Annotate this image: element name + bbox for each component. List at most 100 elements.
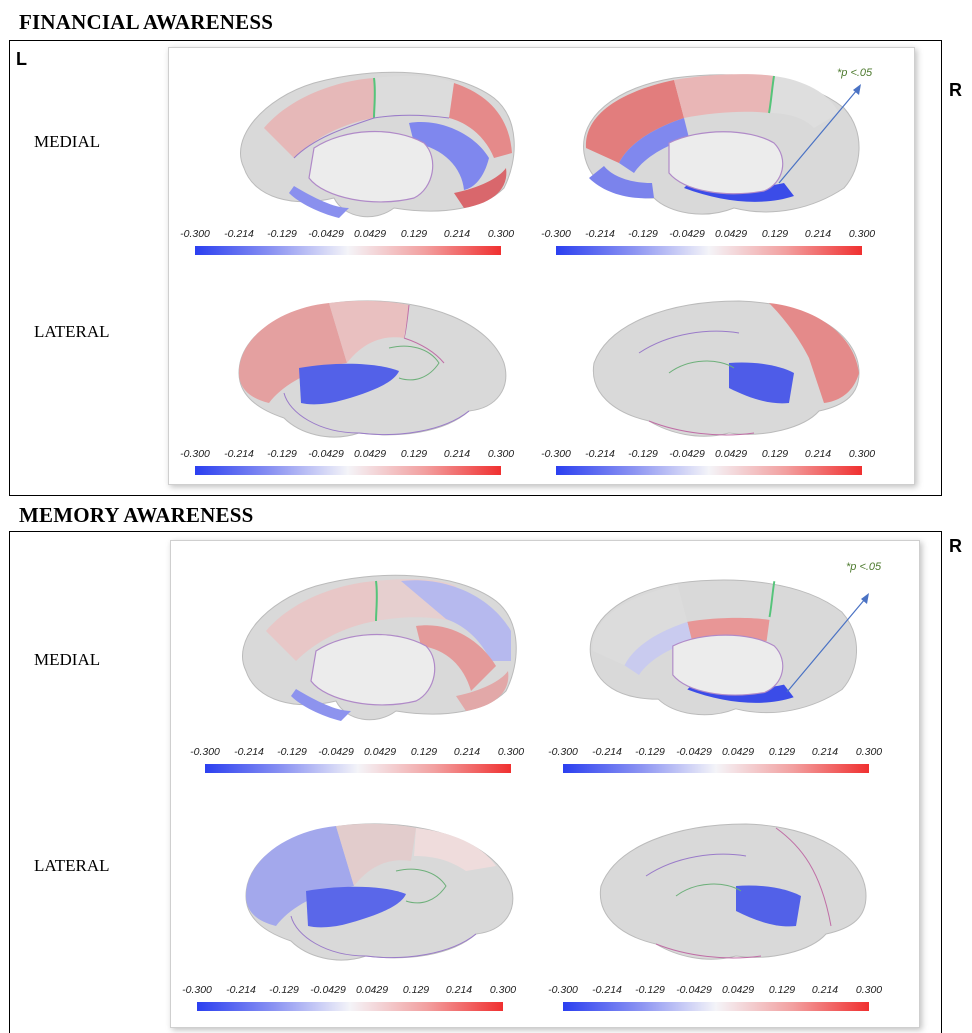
colorbar-gradient (195, 246, 501, 255)
tick-label: -0.300 (180, 228, 210, 240)
tick-label: -0.0429 (308, 448, 344, 460)
tick-label: -0.0429 (676, 746, 712, 758)
financial-brain-panel: *p <.05 -0.300 -0.214 -0.129 -0.0429 0.0… (168, 47, 915, 485)
tick-label: 0.0429 (353, 448, 387, 460)
tick-label: -0.129 (635, 746, 665, 758)
right-medial-brain (589, 579, 857, 716)
tick-label: -0.300 (548, 746, 578, 758)
tick-label: -0.129 (635, 984, 665, 996)
colorbar-gradient (195, 466, 501, 475)
tick-label: 0.214 (804, 228, 832, 240)
tick-label: -0.129 (269, 984, 299, 996)
tick-label: 0.214 (804, 448, 832, 460)
colorbar-gradient (563, 764, 869, 773)
tick-label: 0.0429 (363, 746, 397, 758)
tick-label: -0.300 (190, 746, 220, 758)
colorbar-right-medial: -0.300 -0.214 -0.129 -0.0429 0.0429 0.12… (548, 746, 883, 780)
financial-awareness-frame: L MEDIAL LATERAL (9, 40, 942, 496)
medial-view-label: MEDIAL (34, 132, 101, 151)
tick-label: 0.129 (402, 984, 430, 996)
tick-label: -0.300 (541, 228, 571, 240)
tick-label: 0.300 (848, 448, 876, 460)
tick-label: 0.214 (445, 984, 473, 996)
tick-label: -0.0429 (308, 228, 344, 240)
colorbar-right-lateral: -0.300 -0.214 -0.129 -0.0429 0.0429 0.12… (548, 984, 883, 1018)
tick-label: 0.300 (487, 228, 515, 240)
tick-label: -0.0429 (310, 984, 346, 996)
tick-label: 0.0429 (714, 228, 748, 240)
tick-label: -0.129 (277, 746, 307, 758)
colorbar-gradient (556, 246, 862, 255)
tick-label: -0.300 (182, 984, 212, 996)
tick-label: 0.0429 (721, 746, 755, 758)
tick-label: -0.129 (267, 228, 297, 240)
left-lateral-brain (245, 823, 514, 961)
tick-label: 0.214 (453, 746, 481, 758)
left-medial-brain (240, 71, 515, 218)
tick-label: 0.300 (497, 746, 525, 758)
tick-label: -0.300 (548, 984, 578, 996)
tick-label: -0.0429 (318, 746, 354, 758)
tick-label: 0.129 (400, 448, 428, 460)
left-lateral-brain (238, 300, 507, 438)
medial-view-label: MEDIAL (34, 650, 101, 669)
memory-awareness-frame: MEDIAL LATERAL * (9, 531, 942, 1033)
tick-label: 0.300 (489, 984, 517, 996)
colorbar-left-lateral: -0.300 -0.214 -0.129 -0.0429 0.0429 0.12… (180, 448, 515, 482)
tick-label: -0.214 (234, 746, 264, 758)
financial-awareness-title: FINANCIAL AWARENESS (19, 10, 274, 34)
tick-label: 0.129 (400, 228, 428, 240)
tick-label: 0.214 (443, 448, 471, 460)
tick-label: -0.214 (224, 228, 254, 240)
tick-label: -0.300 (541, 448, 571, 460)
colorbar-right-medial: -0.300 -0.214 -0.129 -0.0429 0.0429 0.12… (541, 228, 876, 262)
tick-label: 0.300 (855, 984, 883, 996)
left-medial-brain (242, 574, 517, 721)
memory-brain-panel: *p <.05 -0.300 -0.214 -0.129 -0.0429 0.0… (170, 540, 920, 1028)
colorbar-gradient (556, 466, 862, 475)
lateral-view-label: LATERAL (34, 856, 110, 875)
significance-arrow (786, 593, 869, 693)
tick-label: 0.0429 (355, 984, 389, 996)
tick-label: -0.214 (592, 984, 622, 996)
tick-label: 0.129 (768, 746, 796, 758)
tick-label: 0.0429 (714, 448, 748, 460)
colorbar-gradient (197, 1002, 503, 1011)
tick-label: 0.129 (410, 746, 438, 758)
significance-note: *p <.05 (837, 67, 873, 79)
tick-label: -0.214 (592, 746, 622, 758)
colorbar-gradient (205, 764, 511, 773)
significance-arrow (778, 84, 861, 184)
tick-label: -0.0429 (676, 984, 712, 996)
tick-label: -0.214 (585, 448, 615, 460)
colorbar-left-medial: -0.300 -0.214 -0.129 -0.0429 0.0429 0.12… (190, 746, 525, 780)
tick-label: -0.129 (267, 448, 297, 460)
tick-label: 0.300 (855, 746, 883, 758)
tick-label: 0.0429 (721, 984, 755, 996)
tick-label: -0.214 (226, 984, 256, 996)
memory-awareness-title: MEMORY AWARENESS (19, 503, 254, 527)
right-lateral-brain (599, 823, 867, 960)
left-hemisphere-label: L (16, 49, 27, 69)
right-lateral-brain (592, 300, 860, 437)
right-hemisphere-label: R (949, 536, 962, 556)
colorbar-gradient (563, 1002, 869, 1011)
right-hemisphere-label: R (949, 80, 962, 100)
lateral-view-label: LATERAL (34, 322, 110, 341)
tick-label: 0.300 (848, 228, 876, 240)
tick-label: -0.300 (180, 448, 210, 460)
right-medial-brain (583, 74, 860, 215)
tick-label: 0.129 (761, 448, 789, 460)
tick-label: -0.0429 (669, 228, 705, 240)
tick-label: -0.214 (224, 448, 254, 460)
significance-note: *p <.05 (846, 561, 882, 573)
tick-label: 0.214 (811, 984, 839, 996)
tick-label: -0.129 (628, 228, 658, 240)
tick-label: 0.214 (443, 228, 471, 240)
tick-label: 0.300 (487, 448, 515, 460)
colorbar-right-lateral: -0.300 -0.214 -0.129 -0.0429 0.0429 0.12… (541, 448, 876, 482)
tick-label: -0.214 (585, 228, 615, 240)
tick-label: 0.129 (768, 984, 796, 996)
colorbar-left-lateral: -0.300 -0.214 -0.129 -0.0429 0.0429 0.12… (182, 984, 517, 1018)
tick-label: -0.0429 (669, 448, 705, 460)
